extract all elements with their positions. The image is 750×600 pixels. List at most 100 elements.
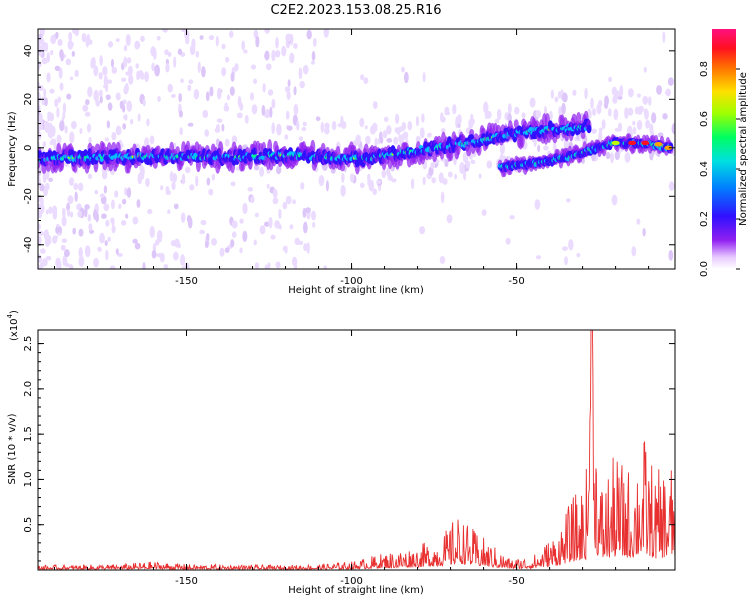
noise-speckle [47,126,52,138]
noise-speckle [259,166,265,177]
noise-speckle [478,173,482,179]
noise-speckle [85,99,90,106]
noise-speckle [363,77,369,85]
noise-speckle [296,120,300,131]
snr-ylabel: SNR (10 * v/v) [7,413,18,484]
noise-speckle [189,44,196,56]
noise-speckle [137,113,141,122]
noise-speckle [302,64,309,75]
noise-speckle [181,173,186,185]
noise-speckle [299,80,305,89]
noise-speckle [221,43,226,50]
noise-speckle [55,226,59,234]
noise-speckle [223,105,230,112]
noise-speckle [181,265,186,269]
noise-speckle [41,57,48,65]
noise-speckle [193,89,200,100]
noise-speckle [38,212,43,219]
noise-speckle [50,49,54,56]
noise-speckle [179,127,183,136]
noise-speckle [76,203,82,211]
noise-speckle [568,239,574,251]
y-tick-label: 20 [23,93,34,106]
snr-multiplier: (x104) [6,310,20,341]
noise-speckle [54,98,59,108]
noise-speckle [636,93,641,98]
noise-speckle [323,265,328,269]
noise-speckle [69,211,74,218]
noise-speckle [44,97,48,107]
noise-speckle [52,210,58,220]
noise-speckle [95,99,101,107]
noise-speckle [52,33,58,41]
noise-speckle [65,58,72,66]
noise-speckle [662,31,666,43]
noise-speckle [402,131,409,140]
colorbar: 0.0 0.2 0.4 0.6 0.8 Normalized spectral ampl… [699,29,749,277]
noise-speckle [141,71,145,81]
noise-speckle [225,56,230,63]
noise-speckle [61,238,68,244]
ridge-halo [56,142,62,156]
noise-speckle [164,49,169,56]
noise-speckle [537,144,541,153]
noise-speckle [610,152,614,164]
noise-speckle [122,123,127,130]
noise-speckle [438,172,444,184]
noise-speckle [421,113,425,123]
noise-speckle [505,237,511,245]
noise-speckle [230,239,235,248]
noise-speckle [208,35,215,41]
x-tick-label: -100 [340,576,363,587]
noise-speckle [562,246,568,251]
noise-speckle [303,243,308,252]
noise-speckle [645,119,651,129]
noise-speckle [499,142,505,155]
noise-speckle [40,196,44,208]
noise-speckle [301,126,307,132]
noise-speckle [38,112,43,122]
noise-speckle [509,215,515,220]
noise-speckle [156,237,162,243]
noise-speckle [41,119,46,130]
noise-speckle [57,96,61,103]
noise-speckle [386,167,391,176]
ridge-hotspot [654,141,663,147]
noise-speckle [426,172,433,180]
noise-speckle [561,102,566,115]
noise-speckle [264,50,270,61]
noise-speckle [47,113,51,122]
noise-speckle [124,82,129,94]
noise-speckle [465,160,471,169]
noise-speckle [278,225,282,230]
noise-speckle [115,38,120,43]
noise-speckle [44,182,50,191]
noise-speckle [341,172,345,183]
noise-speckle [215,124,220,132]
noise-speckle [253,239,257,246]
noise-speckle [41,100,47,106]
noise-speckle [140,35,145,42]
noise-speckle [228,30,234,38]
noise-speckle [593,153,599,160]
noise-speckle [271,49,276,62]
noise-speckle [430,161,436,169]
noise-speckle [81,32,87,43]
noise-speckle [38,81,41,92]
noise-speckle [72,227,76,235]
y-tick-label: 2.0 [23,381,34,397]
noise-speckle [590,97,594,110]
noise-speckle [452,104,457,115]
noise-speckle [471,118,475,125]
noise-speckle [439,112,444,122]
noise-speckle [379,131,383,141]
noise-speckle [178,110,183,118]
noise-speckle [52,235,58,244]
noise-speckle [105,81,109,93]
noise-speckle [306,29,312,40]
noise-speckle [181,29,186,33]
noise-speckle [73,182,79,191]
noise-speckle [38,91,41,104]
noise-speckle [636,218,641,225]
noise-speckle [242,230,248,242]
